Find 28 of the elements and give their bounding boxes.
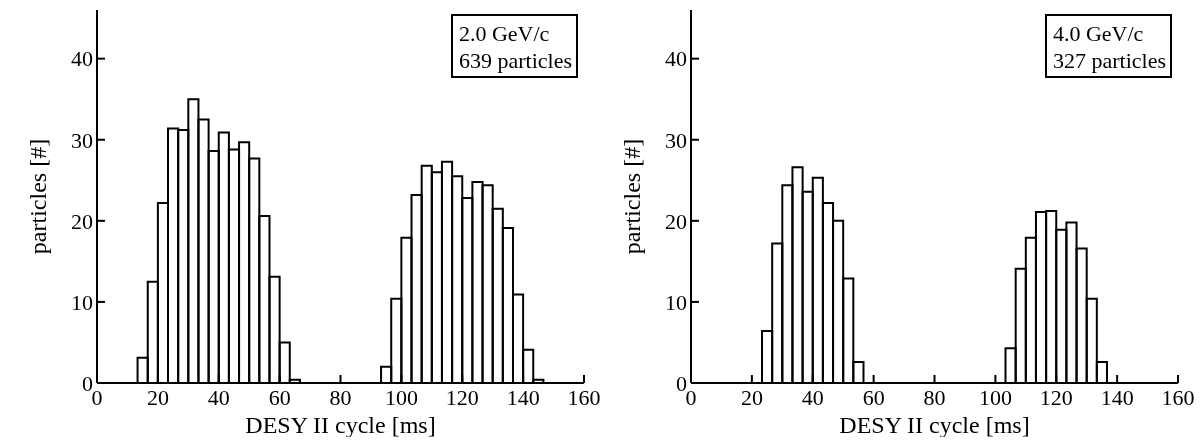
y-axis-title: particles [#] [24, 138, 51, 255]
x-tick-label: 140 [1100, 384, 1134, 410]
annotation: 4.0 GeV/c 327 particles [1044, 14, 1172, 78]
y-tick-label: 40 [71, 46, 93, 72]
y-tick-label: 10 [665, 289, 687, 315]
y-tick-label: 20 [665, 208, 687, 234]
x-tick-label: 120 [1039, 384, 1073, 410]
x-tick-label: 80 [923, 384, 946, 410]
x-tick-label: 80 [329, 384, 352, 410]
x-tick-label: 100 [978, 384, 1012, 410]
y-tick-label: 30 [665, 127, 687, 153]
x-tick-label: 40 [207, 384, 230, 410]
y-tick-label: 10 [71, 289, 93, 315]
x-tick-label: 160 [1161, 384, 1195, 410]
x-tick-label: 120 [445, 384, 479, 410]
annotation: 2.0 GeV/c 639 particles [450, 14, 578, 78]
x-tick-label: 60 [862, 384, 885, 410]
y-tick-label: 30 [71, 127, 93, 153]
x-tick-label: 140 [506, 384, 540, 410]
x-tick-label: 60 [268, 384, 291, 410]
y-axis-title: particles [#] [618, 138, 645, 255]
x-tick-label: 20 [740, 384, 763, 410]
y-tick-label: 40 [665, 46, 687, 72]
x-tick-label: 20 [146, 384, 169, 410]
x-tick-label: 160 [567, 384, 601, 410]
x-tick-label: 40 [801, 384, 824, 410]
y-tick-label: 20 [71, 208, 93, 234]
x-tick-label: 100 [384, 384, 418, 410]
